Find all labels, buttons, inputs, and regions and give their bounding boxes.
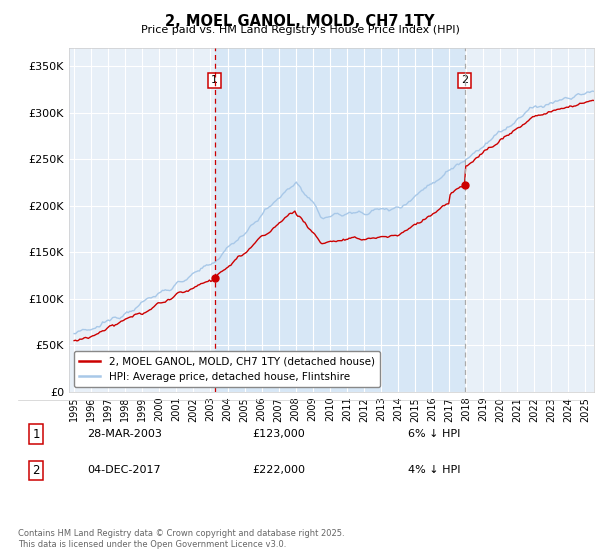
Bar — [215, 48, 465, 392]
Text: 04-DEC-2017: 04-DEC-2017 — [87, 465, 161, 475]
Text: 2: 2 — [461, 75, 469, 85]
Text: 6% ↓ HPI: 6% ↓ HPI — [408, 429, 460, 439]
Text: Contains HM Land Registry data © Crown copyright and database right 2025.
This d: Contains HM Land Registry data © Crown c… — [18, 529, 344, 549]
Text: 1: 1 — [211, 75, 218, 85]
Text: 2: 2 — [32, 464, 40, 477]
Text: Price paid vs. HM Land Registry's House Price Index (HPI): Price paid vs. HM Land Registry's House … — [140, 25, 460, 35]
Text: 1: 1 — [32, 427, 40, 441]
Text: £222,000: £222,000 — [252, 465, 305, 475]
Text: 2, MOEL GANOL, MOLD, CH7 1TY: 2, MOEL GANOL, MOLD, CH7 1TY — [165, 14, 435, 29]
Text: 4% ↓ HPI: 4% ↓ HPI — [408, 465, 461, 475]
Text: 28-MAR-2003: 28-MAR-2003 — [87, 429, 162, 439]
Legend: 2, MOEL GANOL, MOLD, CH7 1TY (detached house), HPI: Average price, detached hous: 2, MOEL GANOL, MOLD, CH7 1TY (detached h… — [74, 351, 380, 387]
Text: £123,000: £123,000 — [252, 429, 305, 439]
